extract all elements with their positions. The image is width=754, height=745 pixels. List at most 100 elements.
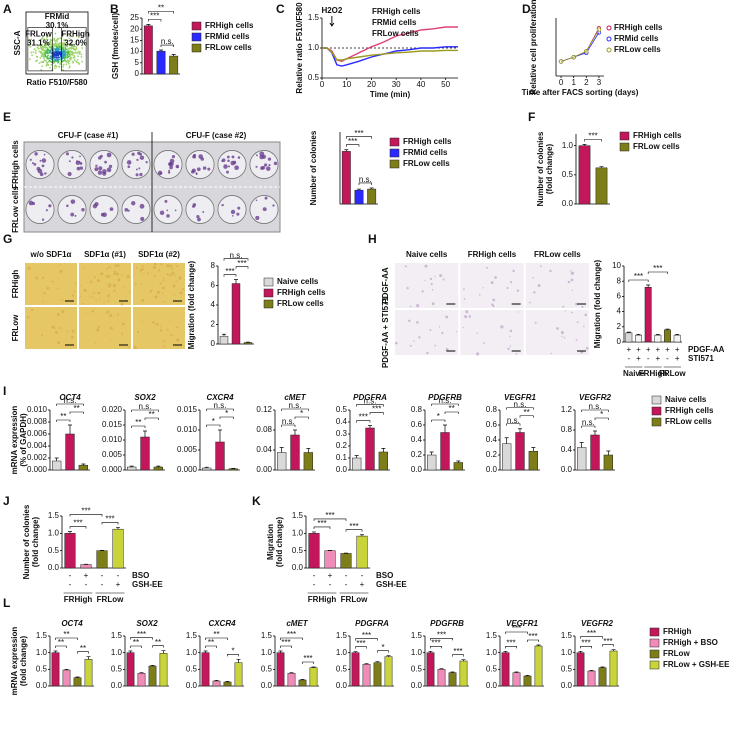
event — [47, 63, 50, 66]
legend-label: Naive cells — [277, 277, 319, 286]
cell — [409, 344, 412, 347]
cell — [112, 272, 116, 276]
cell — [27, 266, 31, 270]
cell — [105, 275, 108, 278]
y-tick-label: 4 — [211, 300, 216, 309]
colony — [192, 204, 195, 208]
cell — [455, 330, 458, 333]
colony — [95, 164, 98, 168]
cell — [163, 300, 166, 303]
cell — [463, 288, 465, 291]
event — [75, 40, 78, 43]
cell — [153, 274, 156, 277]
cell — [30, 308, 34, 312]
cell — [176, 280, 178, 282]
cell — [476, 332, 479, 334]
cell — [173, 284, 176, 286]
error-bar — [429, 451, 434, 455]
colony — [230, 209, 236, 215]
cell — [506, 286, 509, 290]
group-label: FRHigh — [308, 595, 337, 604]
colony — [45, 209, 48, 212]
significance-label: * — [300, 409, 303, 418]
colony — [76, 160, 79, 163]
error-bar — [128, 650, 133, 653]
significance-bracket — [377, 650, 389, 653]
group-label: FRLow — [659, 369, 686, 378]
cell — [121, 332, 123, 334]
event — [66, 53, 69, 56]
event — [49, 46, 51, 49]
event — [33, 44, 36, 46]
cell — [27, 315, 30, 319]
bar — [52, 460, 62, 471]
cell — [569, 270, 572, 272]
y-tick-label: 0.005 — [177, 445, 198, 454]
colony — [136, 158, 139, 161]
event — [52, 43, 55, 46]
y-tick-label: 15 — [130, 36, 139, 45]
significance-label: ** — [158, 4, 164, 13]
panel-label: C — [276, 2, 285, 16]
legend-label: FRLow cells — [614, 45, 661, 54]
cell — [61, 309, 65, 314]
error-bar — [536, 644, 541, 646]
legend-swatch — [389, 137, 400, 147]
colony — [262, 207, 267, 212]
legend-label: FRLow cells — [403, 159, 450, 168]
condition-mark: + — [655, 354, 660, 363]
event — [42, 53, 45, 56]
bar — [512, 672, 521, 687]
x-tick-label: 10 — [342, 80, 351, 89]
event — [75, 48, 78, 50]
legend-label: Naive cells — [665, 395, 707, 404]
event — [50, 43, 53, 45]
y-tick-label: 0.5 — [336, 664, 348, 673]
significance-bracket — [647, 271, 668, 274]
cell — [129, 290, 131, 293]
cell — [95, 342, 97, 345]
event — [81, 44, 83, 47]
cell — [570, 278, 574, 282]
cell — [169, 264, 173, 268]
significance-label: ** — [149, 410, 155, 419]
bar — [528, 451, 538, 471]
event — [55, 47, 58, 50]
bar — [215, 441, 225, 471]
event — [76, 52, 78, 55]
event — [59, 37, 61, 40]
condition-mark: - — [647, 354, 650, 363]
cell — [59, 264, 61, 266]
event — [67, 55, 70, 58]
bar — [453, 462, 463, 471]
event — [43, 57, 45, 60]
cell — [56, 313, 60, 316]
cell — [35, 276, 39, 280]
significance-bracket — [69, 514, 103, 517]
bar — [459, 660, 468, 687]
cell — [120, 302, 124, 306]
y-tick-label: 0.0 — [336, 465, 348, 474]
bar — [362, 664, 371, 687]
significance-label: n.s. — [589, 402, 602, 411]
event — [71, 35, 73, 38]
y-tick-label: 0.0 — [48, 563, 60, 572]
colony — [41, 158, 47, 163]
cell — [492, 304, 495, 308]
bar — [515, 432, 525, 471]
significance-bracket — [281, 408, 309, 411]
well — [185, 195, 215, 224]
significance-label: *** — [512, 624, 521, 633]
significance-bracket — [628, 279, 649, 282]
colony — [236, 212, 240, 216]
error-bar — [353, 651, 358, 653]
significance-label: * — [231, 646, 234, 655]
cell — [431, 302, 435, 306]
gene-title: PDGFRB — [430, 619, 464, 628]
event — [58, 66, 61, 68]
cell — [434, 344, 437, 347]
condition-label: PDGF-AA — [688, 345, 725, 354]
y-tick-label: 0.5 — [562, 170, 574, 179]
event — [35, 55, 38, 58]
cell — [430, 282, 433, 286]
